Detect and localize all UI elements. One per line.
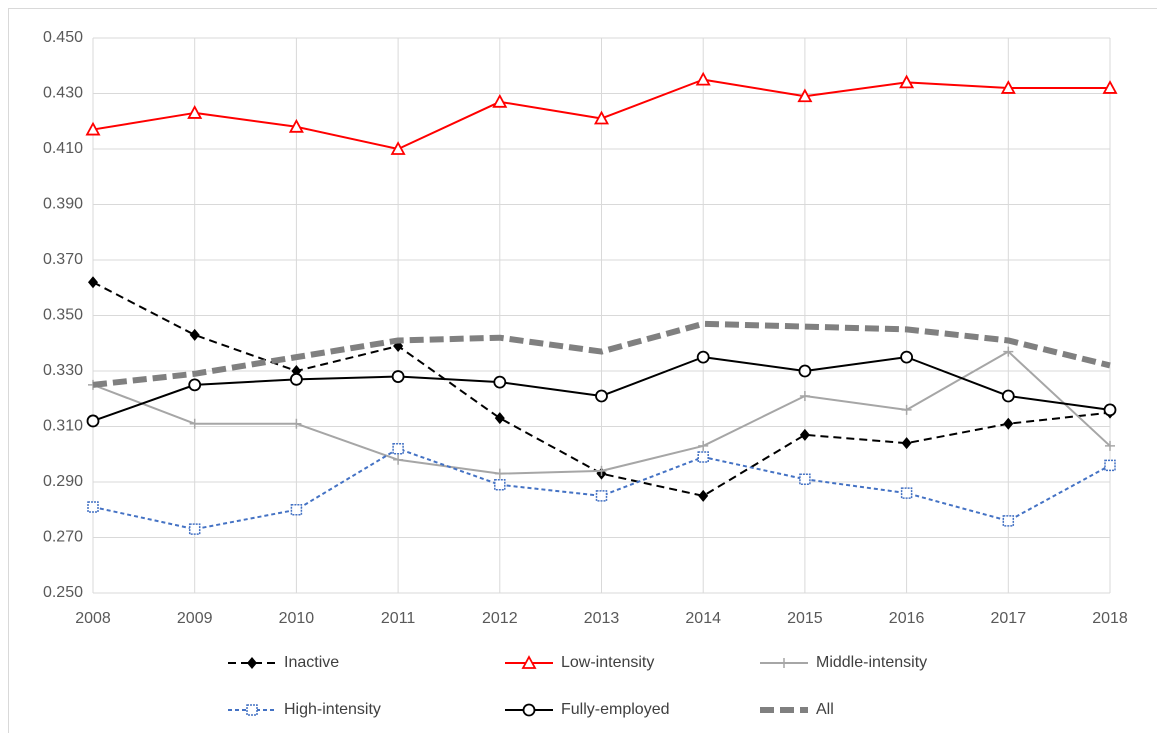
x-tick-label: 2015	[787, 610, 823, 627]
y-tick-label: 0.390	[43, 196, 83, 213]
legend-item: High-intensity	[228, 701, 381, 718]
data-point	[697, 451, 709, 463]
legend-marker	[246, 704, 258, 716]
legend-marker	[521, 655, 537, 669]
data-point	[291, 418, 302, 429]
data-point	[900, 487, 913, 499]
x-tick-label: 2016	[889, 610, 925, 627]
data-point	[187, 105, 203, 119]
data-point	[1102, 80, 1118, 94]
data-point	[696, 350, 710, 364]
data-point	[899, 74, 915, 89]
y-tick-label: 0.290	[43, 473, 83, 490]
legend-label: High-intensity	[284, 701, 381, 718]
data-point	[393, 454, 404, 465]
data-point	[799, 390, 810, 401]
legend-item: All	[760, 701, 834, 718]
y-tick-label: 0.350	[43, 307, 83, 324]
data-point	[593, 110, 610, 125]
data-point	[799, 428, 810, 441]
data-point	[494, 479, 506, 491]
legend-marker	[522, 703, 536, 717]
data-point	[1002, 515, 1015, 527]
legend-label: All	[816, 701, 834, 718]
legend-label: Fully-employed	[561, 701, 669, 718]
data-point	[901, 404, 912, 415]
data-point	[290, 504, 303, 516]
data-point	[799, 473, 811, 485]
data-point	[1105, 440, 1115, 451]
data-point	[188, 378, 202, 392]
y-tick-label: 0.370	[43, 251, 83, 268]
x-tick-label: 2012	[482, 610, 518, 627]
legend-label: Low-intensity	[561, 654, 654, 671]
data-point	[596, 465, 607, 476]
chart-frame	[8, 8, 1157, 733]
data-point	[1001, 389, 1015, 403]
y-tick-label: 0.450	[43, 29, 83, 46]
legend-item: Middle-intensity	[760, 654, 927, 671]
data-point	[390, 141, 406, 155]
data-point	[595, 490, 608, 502]
data-point	[1104, 459, 1116, 472]
x-tick-label: 2010	[279, 610, 315, 627]
x-tick-label: 2014	[685, 610, 721, 627]
x-tick-label: 2009	[177, 610, 213, 627]
data-point	[1003, 417, 1014, 430]
y-tick-label: 0.430	[43, 85, 83, 102]
data-point	[595, 389, 608, 403]
data-point	[391, 370, 405, 383]
x-tick-label: 2011	[381, 610, 416, 627]
data-point	[88, 276, 98, 289]
data-point	[698, 489, 709, 502]
y-tick-label: 0.270	[43, 529, 83, 546]
data-point	[85, 121, 101, 136]
data-point	[493, 375, 507, 389]
y-tick-label: 0.310	[43, 418, 83, 435]
data-point	[900, 350, 913, 364]
y-tick-label: 0.410	[43, 140, 83, 157]
legend-label: Inactive	[284, 654, 339, 671]
legend-item: Inactive	[228, 654, 339, 671]
data-point	[797, 88, 813, 103]
data-point	[901, 437, 912, 450]
y-tick-label: 0.250	[43, 584, 83, 601]
data-point	[87, 501, 99, 513]
data-point	[1103, 403, 1117, 417]
data-point	[494, 468, 505, 479]
data-point	[1000, 80, 1016, 94]
data-point	[289, 372, 303, 386]
data-point	[492, 93, 508, 108]
legend-label: Middle-intensity	[816, 654, 927, 671]
data-point	[698, 440, 709, 451]
y-tick-label: 0.330	[43, 362, 83, 379]
data-point	[1003, 346, 1014, 357]
data-point	[86, 414, 100, 428]
x-tick-label: 2013	[584, 610, 620, 627]
series-line	[92, 320, 1111, 388]
data-point	[798, 364, 812, 378]
data-point	[392, 442, 404, 455]
data-point	[288, 118, 304, 133]
series-line	[92, 281, 1111, 497]
legend-item: Fully-employed	[505, 701, 669, 718]
x-tick-label: 2008	[75, 610, 111, 627]
data-point	[189, 418, 200, 429]
x-tick-label: 2017	[991, 610, 1027, 627]
data-point	[494, 412, 505, 425]
legend-marker	[247, 657, 257, 669]
legend-item: Low-intensity	[505, 654, 654, 671]
data-point	[189, 328, 200, 341]
legend-marker	[779, 658, 789, 668]
x-tick-label: 2018	[1092, 610, 1128, 627]
data-point	[695, 71, 711, 86]
data-point	[188, 523, 201, 535]
